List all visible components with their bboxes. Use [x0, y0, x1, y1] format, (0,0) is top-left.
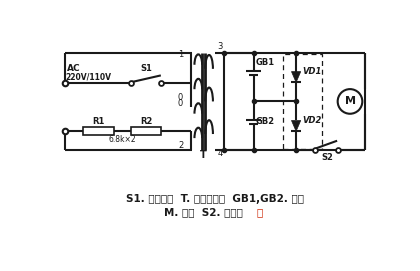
Text: AC: AC [67, 64, 80, 73]
Text: VD2: VD2 [302, 116, 322, 125]
Text: S2: S2 [321, 153, 333, 162]
Text: S1. 转换开关  T. 电源变压器  GB1,GB2. 电池: S1. 转换开关 T. 电源变压器 GB1,GB2. 电池 [126, 194, 304, 204]
Text: VD1: VD1 [302, 67, 322, 76]
Text: 2: 2 [178, 141, 183, 150]
Text: 关: 关 [256, 207, 262, 217]
Polygon shape [291, 72, 301, 82]
Text: 1: 1 [178, 50, 183, 59]
Text: 0: 0 [178, 93, 183, 102]
Bar [283, 54, 322, 149]
Text: R2: R2 [140, 117, 152, 126]
Text: GB2: GB2 [256, 117, 275, 125]
Text: 0: 0 [178, 99, 183, 108]
Text: 4: 4 [218, 150, 223, 159]
Text: M: M [344, 96, 355, 107]
Text: T: T [200, 150, 207, 160]
Text: 6.8k×2: 6.8k×2 [108, 135, 136, 144]
Text: 220V/110V: 220V/110V [65, 72, 111, 81]
Bar [131, 127, 161, 135]
Text: S1: S1 [140, 64, 152, 73]
Polygon shape [291, 121, 301, 131]
Bar [83, 127, 113, 135]
Text: M. 电机  S2. 电机开: M. 电机 S2. 电机开 [164, 207, 243, 217]
Text: 3: 3 [218, 43, 223, 51]
Text: GB1: GB1 [256, 58, 275, 67]
Text: R1: R1 [92, 117, 105, 126]
